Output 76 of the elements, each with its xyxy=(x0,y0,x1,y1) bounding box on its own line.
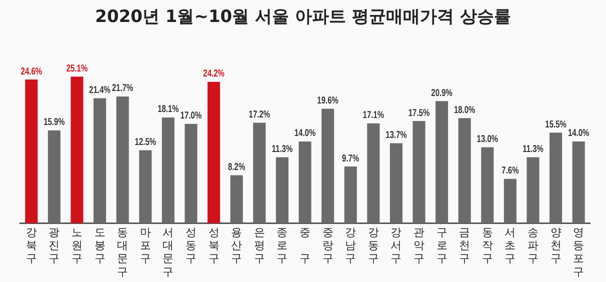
x-tick-label: 마포구 xyxy=(140,226,151,266)
data-label: 14.0% xyxy=(568,127,590,138)
data-label: 18.0% xyxy=(454,104,476,116)
data-label: 9.7% xyxy=(342,152,360,164)
x-tick-label: 광진구 xyxy=(48,226,60,266)
bar xyxy=(390,143,402,224)
data-label: 17.2% xyxy=(248,108,270,120)
x-tick-label: 금천구 xyxy=(459,226,470,266)
x-tick-label: 서대문구 xyxy=(162,226,174,278)
data-label: 15.5% xyxy=(545,118,567,130)
bar xyxy=(253,122,266,224)
data-label: 11.3% xyxy=(272,142,293,154)
bar xyxy=(298,141,312,224)
bar xyxy=(48,130,60,224)
data-label: 17.1% xyxy=(362,109,384,120)
data-label: 11.3% xyxy=(522,142,544,154)
x-tick-label: 도봉구 xyxy=(94,226,106,266)
bar xyxy=(94,98,106,224)
x-tick-label: 강동구 xyxy=(368,226,379,266)
data-label: 25.1% xyxy=(66,62,88,74)
x-tick-label: 용산구 xyxy=(231,226,242,266)
category-label: 중 구 xyxy=(300,226,310,266)
data-label: 12.5% xyxy=(134,136,156,148)
x-tick-label: 동대문구 xyxy=(117,226,128,278)
bar xyxy=(322,108,334,224)
bar xyxy=(70,76,84,224)
data-label: 19.6% xyxy=(317,94,339,106)
data-label: 21.4% xyxy=(89,84,111,96)
data-label: 7.6% xyxy=(502,164,519,176)
data-label: 15.9% xyxy=(44,116,65,128)
x-tick-label: 강서구 xyxy=(390,226,402,266)
bar xyxy=(276,157,288,224)
bar xyxy=(504,178,516,224)
x-tick-label: 은평구 xyxy=(254,226,265,266)
bar xyxy=(367,123,380,224)
chart-title: 2020년 1월~10월 서울 아파트 평균매매가격 상승률 xyxy=(94,6,512,29)
bar xyxy=(481,147,494,224)
bar xyxy=(162,117,174,224)
data-label: 20.9% xyxy=(431,86,453,98)
data-label: 14.0% xyxy=(294,127,316,138)
bar xyxy=(458,118,471,224)
data-label: 13.0% xyxy=(476,132,498,144)
x-tick-label: 종로구 xyxy=(276,226,288,266)
x-tick-label: 서초구 xyxy=(504,226,516,266)
x-tick-label: 구로구 xyxy=(436,226,448,266)
bar xyxy=(208,82,220,224)
x-tick-label: 중랑구 xyxy=(322,226,334,266)
bar xyxy=(139,150,152,224)
bar xyxy=(25,80,38,224)
bar xyxy=(184,124,198,224)
data-label: 13.7% xyxy=(386,128,407,140)
bar xyxy=(550,132,562,224)
x-tick-label: 관악구 xyxy=(414,226,424,266)
data-label: 18.1% xyxy=(158,103,179,115)
data-label: 8.2% xyxy=(228,161,246,172)
bar xyxy=(436,101,448,224)
bar xyxy=(230,175,243,224)
bar xyxy=(526,157,540,224)
x-tick-label: 영등포구 xyxy=(573,226,584,278)
data-label: 17.0% xyxy=(180,110,202,121)
x-tick-label: 강남구 xyxy=(345,226,356,266)
bar xyxy=(116,96,129,224)
x-tick-label: 양천구 xyxy=(550,226,562,266)
data-label: 24.6% xyxy=(20,65,42,77)
x-tick-label: 강북구 xyxy=(26,226,37,266)
bar xyxy=(572,141,585,224)
data-label: 17.5% xyxy=(408,106,430,118)
x-tick-label: 동작구 xyxy=(482,226,493,266)
x-tick-label: 성동구 xyxy=(186,226,196,266)
bar xyxy=(344,166,357,224)
data-label: 24.2% xyxy=(203,68,225,79)
x-tick-label: 송파구 xyxy=(528,226,538,266)
bar xyxy=(412,121,426,224)
data-label: 21.7% xyxy=(112,82,134,94)
x-tick-label: 노원구 xyxy=(72,226,82,266)
x-tick-label: 성북구 xyxy=(208,226,220,266)
